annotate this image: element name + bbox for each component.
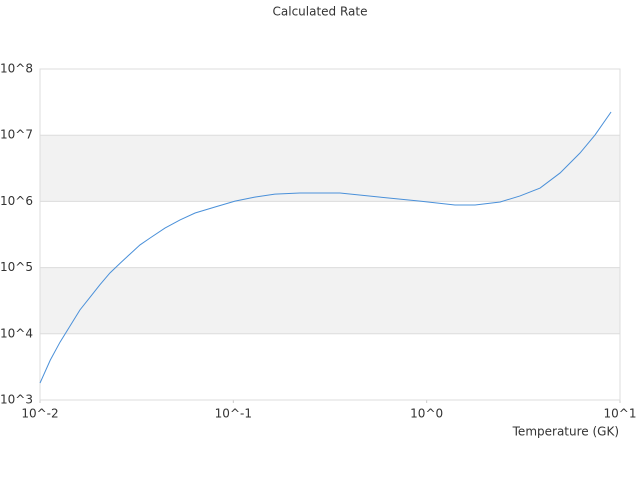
x-tick-label: 10^-1 (215, 407, 252, 421)
grid-band (40, 135, 620, 202)
x-tick-label: 10^0 (410, 407, 443, 421)
y-tick-label: 10^7 (0, 128, 33, 142)
x-tick-label: 10^-2 (21, 407, 58, 421)
y-tick-label: 10^8 (0, 62, 33, 76)
y-tick-label: 10^6 (0, 194, 33, 208)
grid-band (40, 267, 620, 334)
chart-title: Calculated Rate (273, 5, 368, 19)
data-line (39, 111, 612, 384)
x-tick-label: 10^1 (604, 407, 637, 421)
y-tick-label: 10^3 (0, 393, 33, 407)
plot-frame (39, 68, 621, 401)
y-tick-label: 10^5 (0, 260, 33, 274)
x-axis-label: Temperature (GK) (512, 425, 619, 439)
y-tick-label: 10^4 (0, 326, 33, 340)
